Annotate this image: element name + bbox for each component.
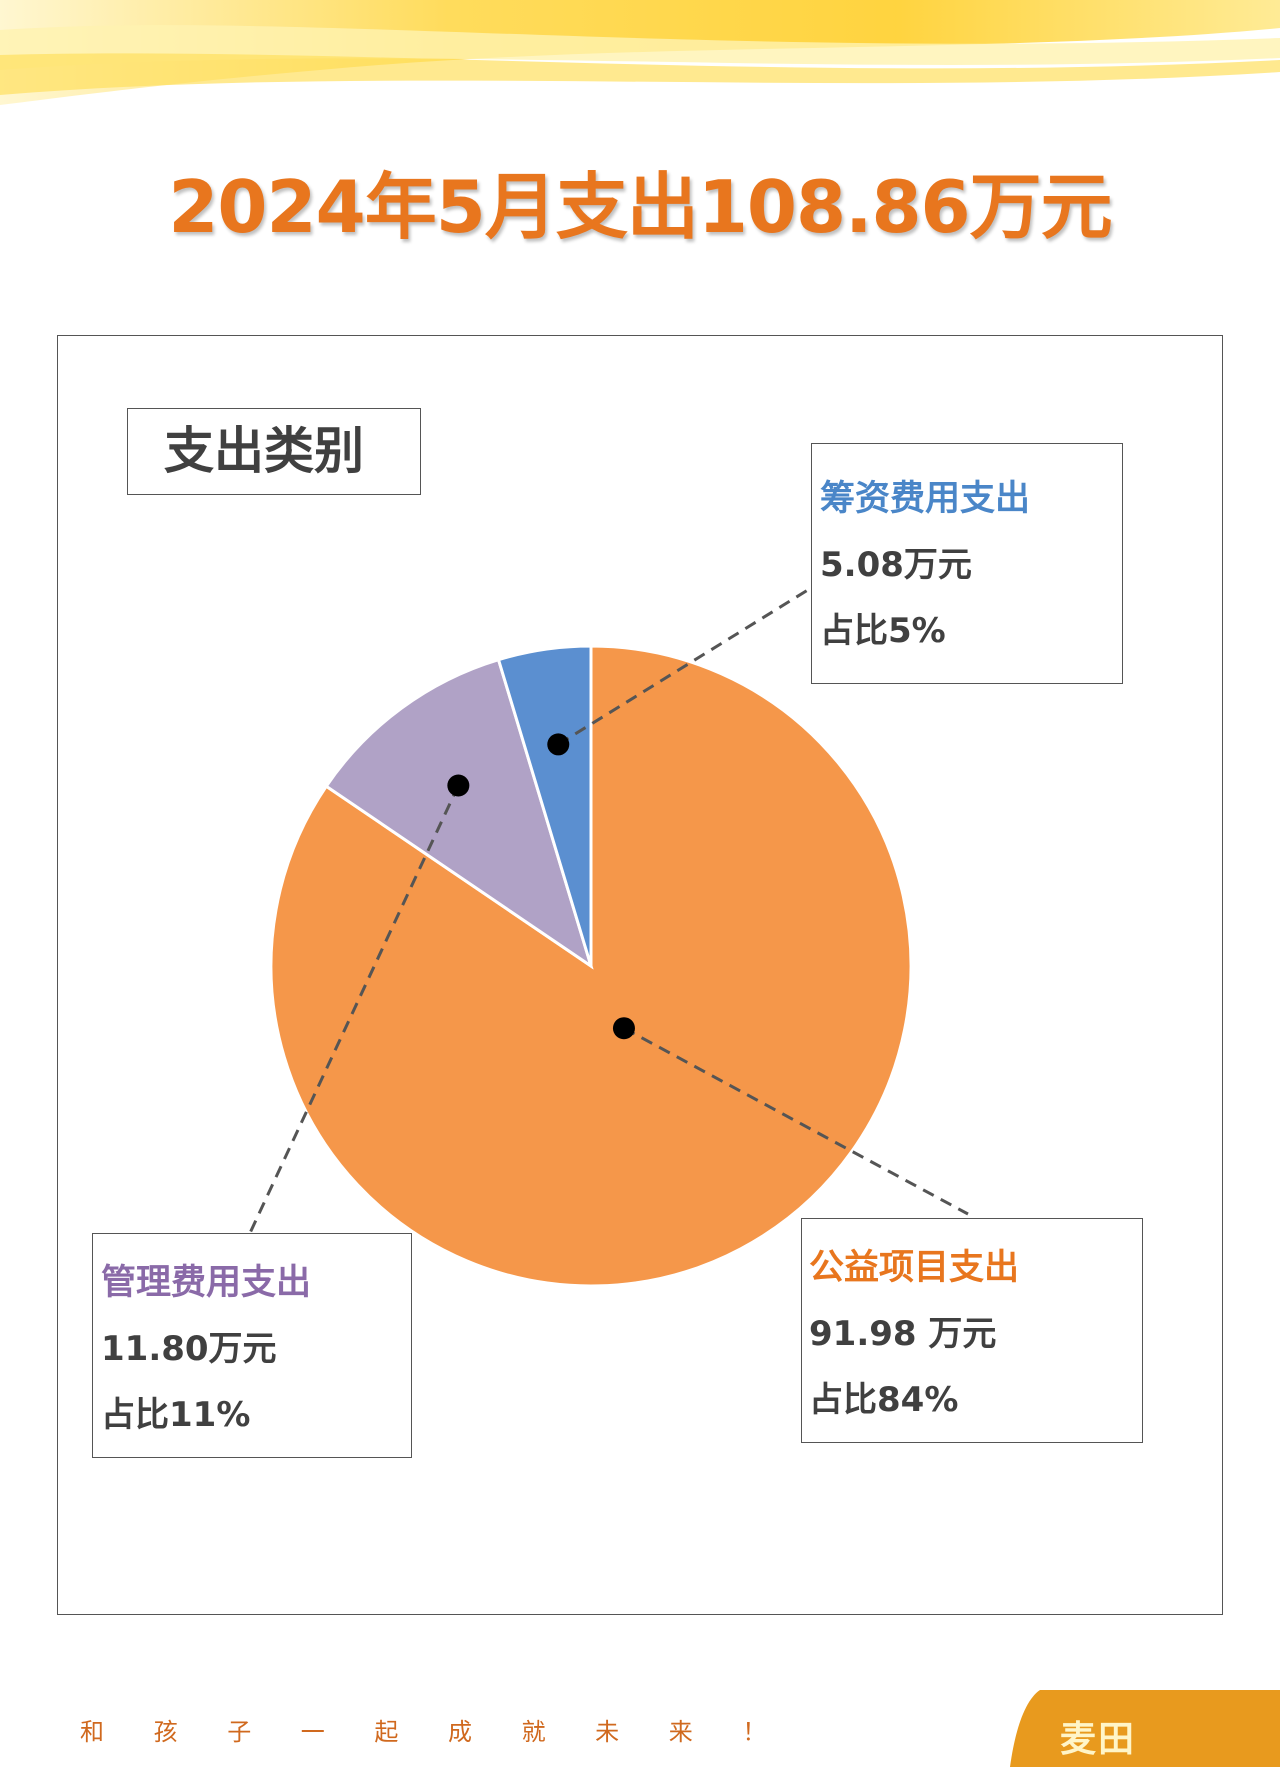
chart-heading: 支出类别 [127, 408, 421, 495]
leader-dot [612, 1017, 635, 1040]
slice-label-value: 5.08万元 [820, 545, 972, 585]
slice-label-value: 91.98 万元 [809, 1314, 997, 1354]
slogan-char: 未 [595, 1718, 620, 1746]
leader-line [557, 586, 812, 746]
slice-label-name: 管理费用支出 [101, 1263, 312, 1303]
slogan-char: 就 [521, 1718, 546, 1746]
slogan-char: 起 [374, 1718, 399, 1746]
page-title: 2024年5月支出108.86万元 [168, 165, 1112, 249]
slice-label-name: 公益项目支出 [809, 1248, 1020, 1288]
pie-slice [496, 644, 593, 967]
leader-line [248, 784, 460, 1234]
chart-frame [57, 335, 1223, 1615]
slice-label-value: 11.80万元 [101, 1329, 277, 1369]
footer-slogan: 和 孩 子 一 起 成 就 未 来 ！ [80, 1712, 816, 1747]
logo-text: 麦田 [1060, 1719, 1137, 1760]
label-box-admin: 管理费用支出 11.80万元 占比11% [92, 1233, 412, 1458]
slice-label-name: 筹资费用支出 [820, 479, 1031, 519]
pie-slice [269, 644, 913, 1288]
slice-label-percent: 占比5% [820, 611, 946, 651]
leader-line [623, 1026, 969, 1216]
slogan-char: 孩 [153, 1718, 178, 1746]
pie-slice [324, 657, 594, 970]
slogan-char: 和 [80, 1718, 104, 1746]
slogan-char: ！ [742, 1718, 767, 1746]
slice-label-percent: 占比84% [809, 1380, 959, 1420]
logo-badge [1010, 1690, 1280, 1767]
slogan-char: 来 [668, 1718, 693, 1746]
slogan-char: 一 [300, 1718, 325, 1746]
leader-dot [447, 774, 470, 797]
slogan-char: 子 [227, 1718, 252, 1746]
slice-label-percent: 占比11% [101, 1395, 251, 1435]
leader-dot [547, 733, 570, 756]
label-box-project: 公益项目支出 91.98 万元 占比84% [801, 1218, 1143, 1443]
top-decorative-band [0, 0, 1280, 105]
slogan-char: 成 [447, 1718, 472, 1746]
label-box-fundraising: 筹资费用支出 5.08万元 占比5% [811, 443, 1123, 684]
